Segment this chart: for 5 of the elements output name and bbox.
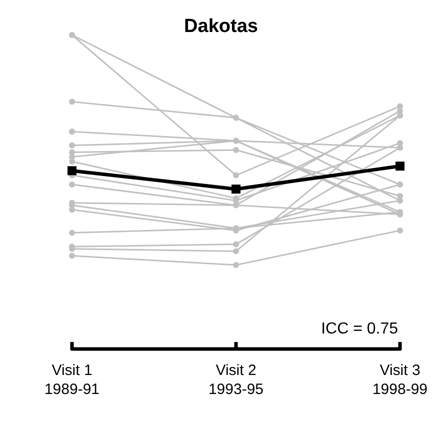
chart-title: Dakotas [184,16,258,37]
x-tick-label: Visit 3 1998-99 [372,362,428,398]
x-tick-label: Visit 1 1989-91 [44,362,100,398]
x-tick-label: Visit 2 1993-95 [208,362,264,398]
text: ICC = 0.75 [321,320,398,338]
